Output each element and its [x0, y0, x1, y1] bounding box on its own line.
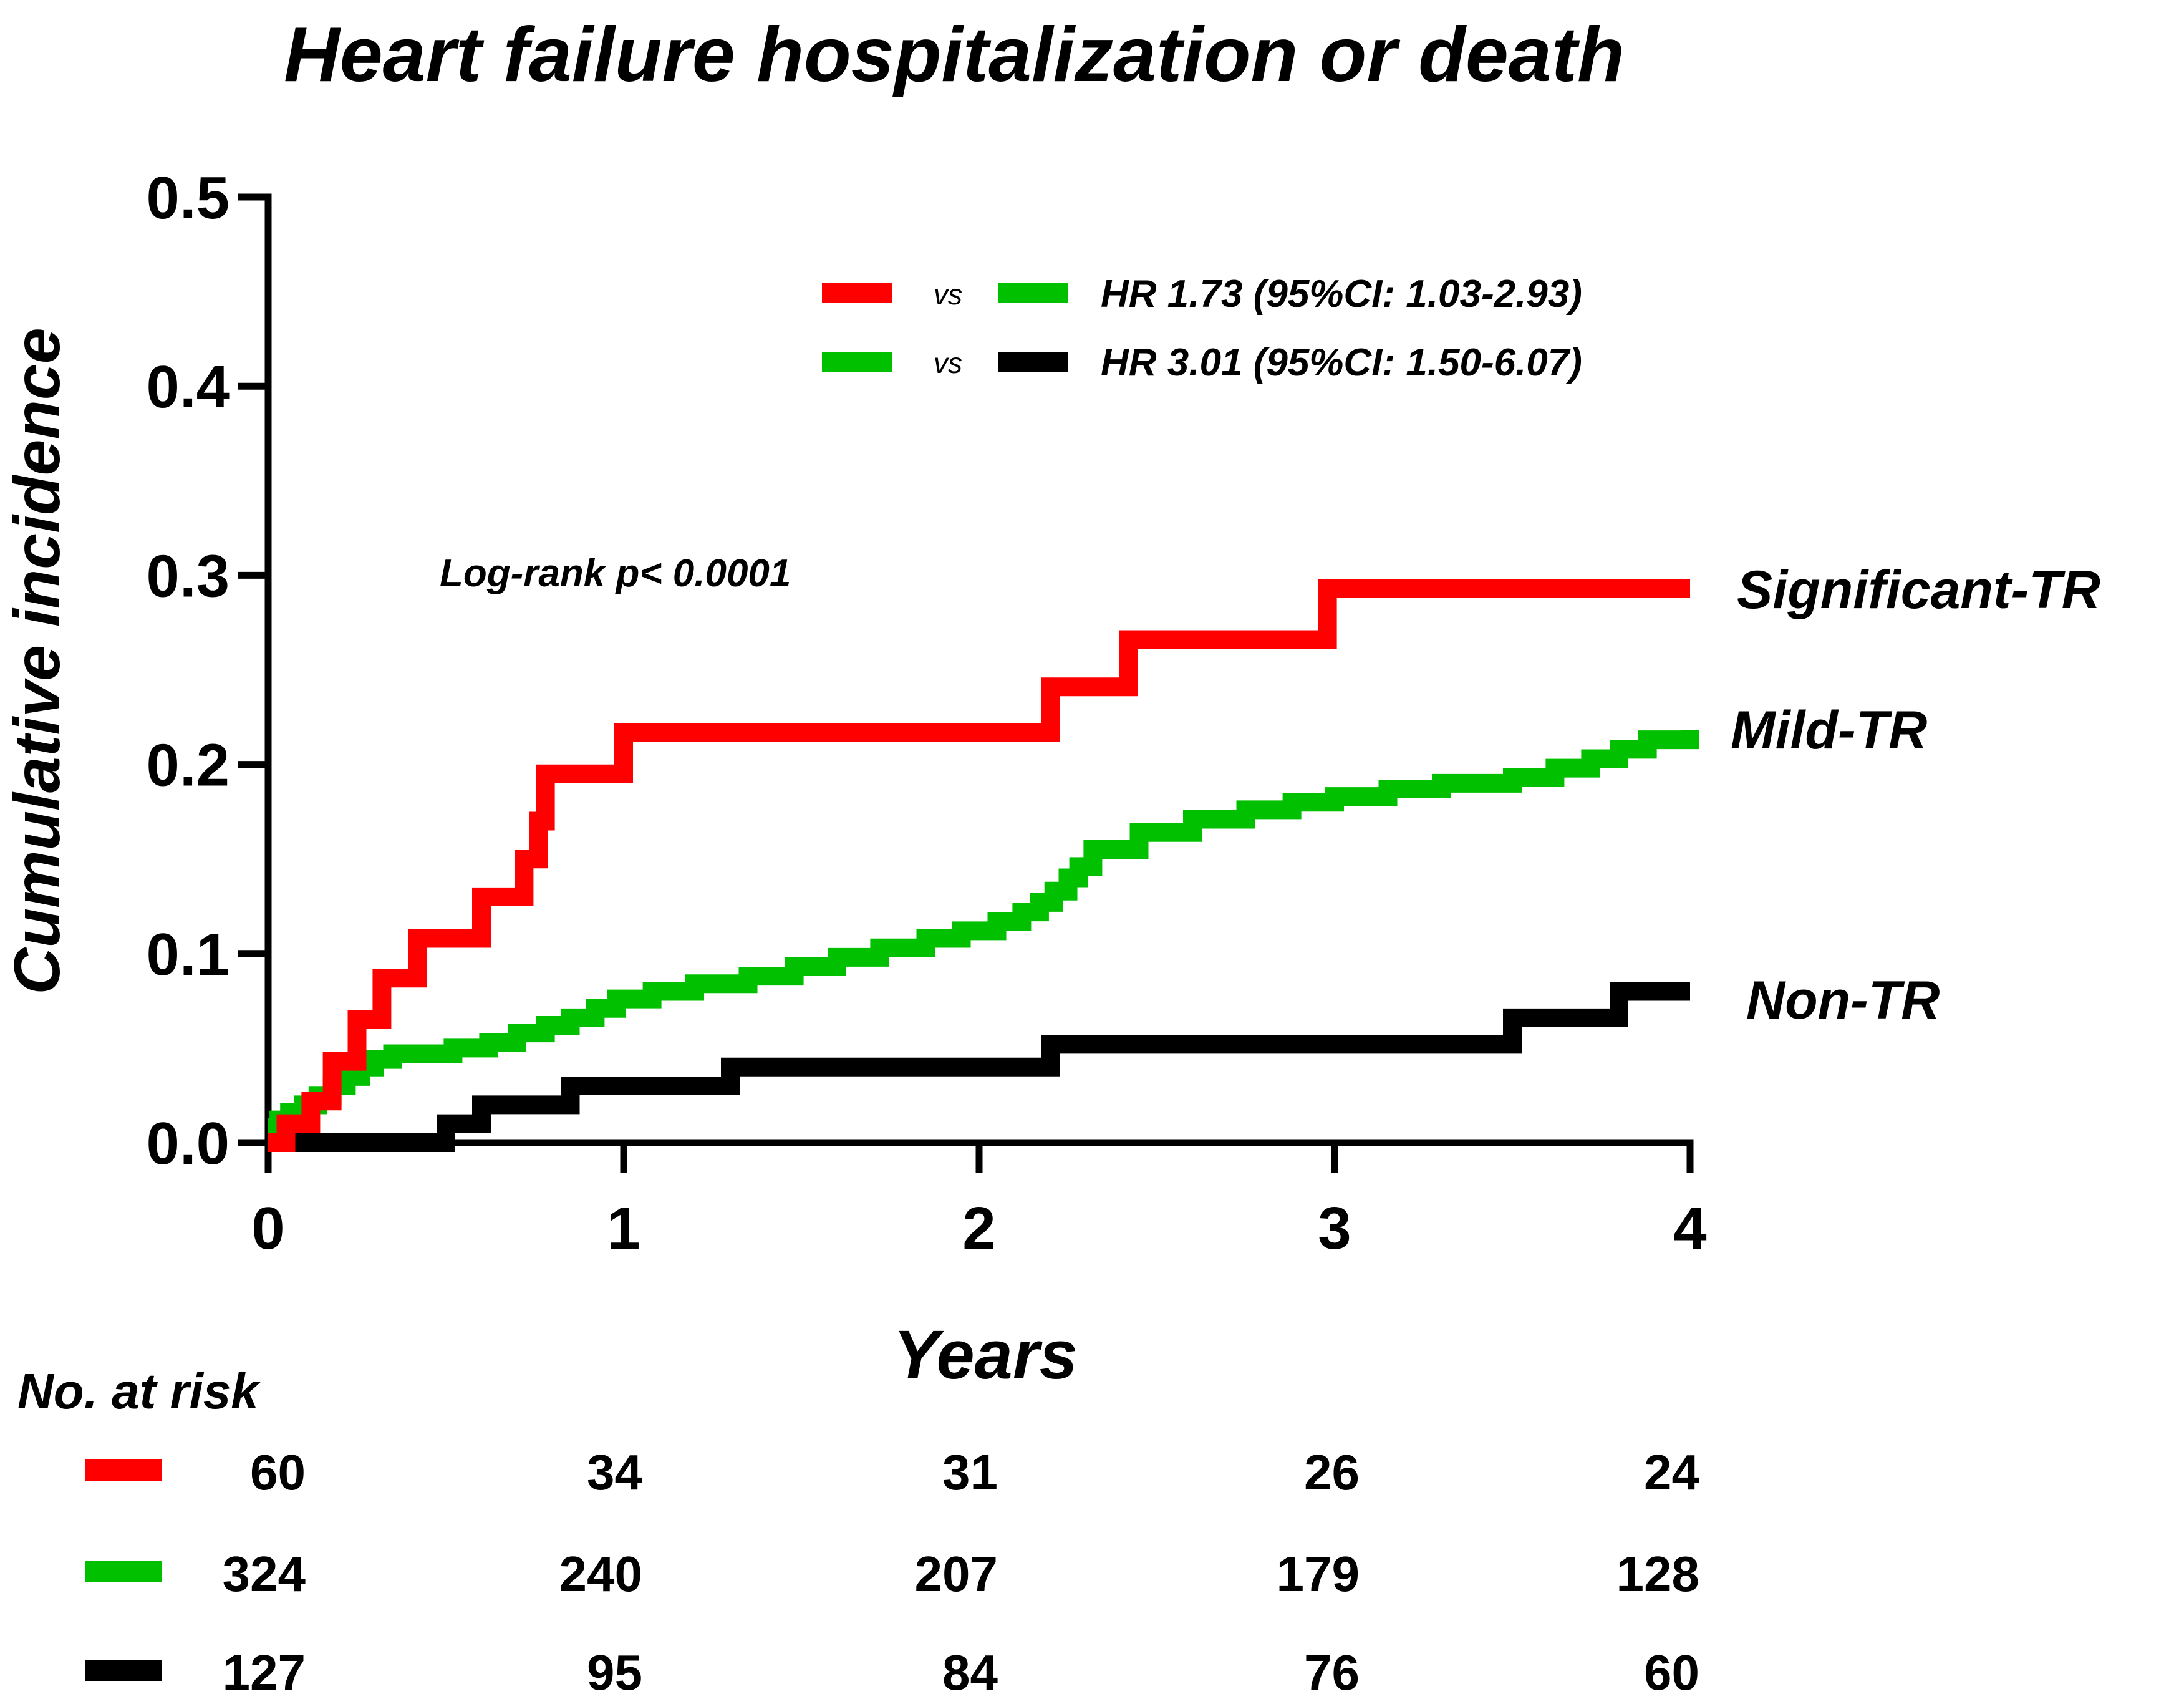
x-tick-label: 0: [251, 1195, 284, 1262]
series-label-mild-tr: Mild-TR: [1731, 700, 1927, 760]
risk-count: 84: [942, 1645, 998, 1699]
series-line-mild-tr: [268, 730, 1699, 1137]
legend: vs HR 1.73 (95%CI: 1.03-2.93) vs HR 3.01 (9…: [822, 273, 1582, 384]
risk-row-swatch: [85, 1660, 162, 1681]
risk-count: 240: [559, 1546, 642, 1602]
legend-vs-label: vs: [934, 278, 962, 311]
x-tick-label: 4: [1673, 1195, 1706, 1262]
risk-count: 31: [942, 1445, 998, 1500]
y-tick-label: 0.0: [147, 1110, 230, 1177]
series-layer: [268, 579, 1699, 1152]
series-line-significant-tr: [268, 579, 1690, 1152]
legend-swatch-b: [998, 352, 1068, 372]
legend-hr-label: HR 3.01 (95%CI: 1.50-6.07): [1101, 341, 1582, 384]
y-tick-label: 0.5: [147, 165, 230, 231]
x-tick-label: 3: [1318, 1195, 1351, 1262]
legend-swatch-a: [822, 283, 892, 303]
y-axis-label: Cumulative incidence: [1, 327, 74, 994]
series-labels: Significant-TR Mild-TR Non-TR: [1731, 560, 2100, 1030]
y-tick-label: 0.2: [147, 732, 230, 799]
y-tick-label: 0.1: [147, 921, 230, 988]
x-tick-label: 2: [962, 1195, 995, 1262]
risk-count: 26: [1304, 1445, 1360, 1500]
legend-swatch-a: [822, 352, 892, 372]
risk-count: 95: [587, 1645, 642, 1699]
x-axis-label: Years: [893, 1317, 1078, 1393]
risk-count: 24: [1644, 1445, 1699, 1500]
risk-table: No. at risk 60 34 31 26 24 324 240 207 179 128 127 9…: [17, 1363, 1700, 1699]
series-line-non-tr: [268, 982, 1690, 1152]
y-tick-label: 0.3: [147, 543, 230, 609]
risk-count: 127: [223, 1645, 306, 1699]
series-label-non-tr: Non-TR: [1746, 971, 1940, 1030]
legend-swatch-b: [998, 283, 1068, 303]
risk-count: 324: [223, 1546, 306, 1602]
risk-row-swatch: [85, 1459, 162, 1481]
legend-vs-label: vs: [934, 347, 962, 379]
log-rank-annotation: Log-rank p< 0.0001: [440, 552, 791, 595]
risk-count: 76: [1304, 1645, 1360, 1699]
risk-table-header: No. at risk: [17, 1363, 261, 1419]
series-label-significant-tr: Significant-TR: [1737, 560, 2100, 620]
legend-hr-label: HR 1.73 (95%CI: 1.03-2.93): [1101, 273, 1582, 316]
risk-count: 60: [250, 1445, 306, 1500]
chart-title: Heart failure hospitalization or death: [284, 12, 1625, 98]
y-tick-label: 0.4: [147, 354, 230, 420]
risk-count: 60: [1644, 1645, 1699, 1699]
risk-count: 128: [1616, 1546, 1699, 1602]
risk-row-swatch: [85, 1561, 162, 1582]
risk-count: 207: [915, 1546, 998, 1602]
axes: 0.0 0.1 0.2 0.3 0.4 0.5 0 1 2 3 4: [147, 165, 1707, 1262]
x-tick-label: 1: [607, 1195, 640, 1262]
risk-count: 34: [587, 1445, 642, 1500]
risk-count: 179: [1277, 1546, 1360, 1602]
